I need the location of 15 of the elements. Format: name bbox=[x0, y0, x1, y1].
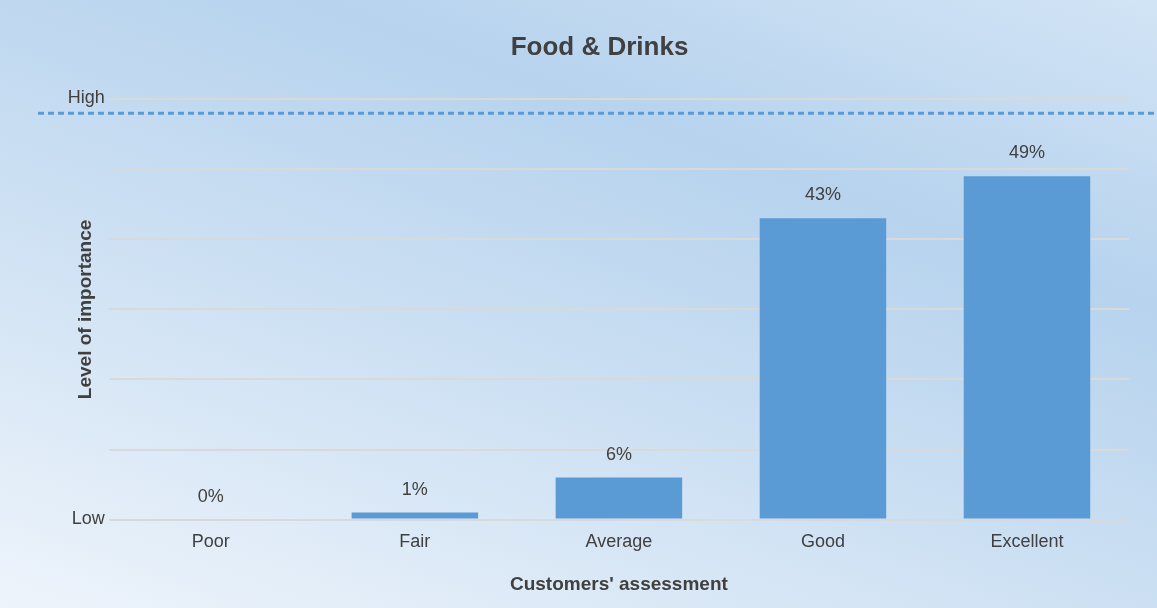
text: Low bbox=[71, 507, 106, 528]
data-label: 1% bbox=[401, 478, 428, 499]
x-tick-label: Poor bbox=[191, 531, 230, 552]
x-tick-label: Fair bbox=[399, 531, 431, 552]
data-label: 6% bbox=[605, 443, 632, 464]
x-axis-title: Customers' assessment bbox=[509, 572, 729, 594]
data-label: 43% bbox=[804, 184, 841, 205]
data-label: 0% bbox=[197, 485, 224, 506]
data-label: 49% bbox=[1008, 142, 1045, 163]
x-tick-label: Excellent bbox=[990, 531, 1064, 552]
chart-title: Food & Drinks bbox=[510, 30, 689, 61]
x-tick-label: Average bbox=[585, 531, 653, 552]
y-axis-title: Level of importance bbox=[73, 219, 95, 400]
text: High bbox=[67, 87, 105, 108]
x-tick-label: Good bbox=[800, 531, 845, 552]
